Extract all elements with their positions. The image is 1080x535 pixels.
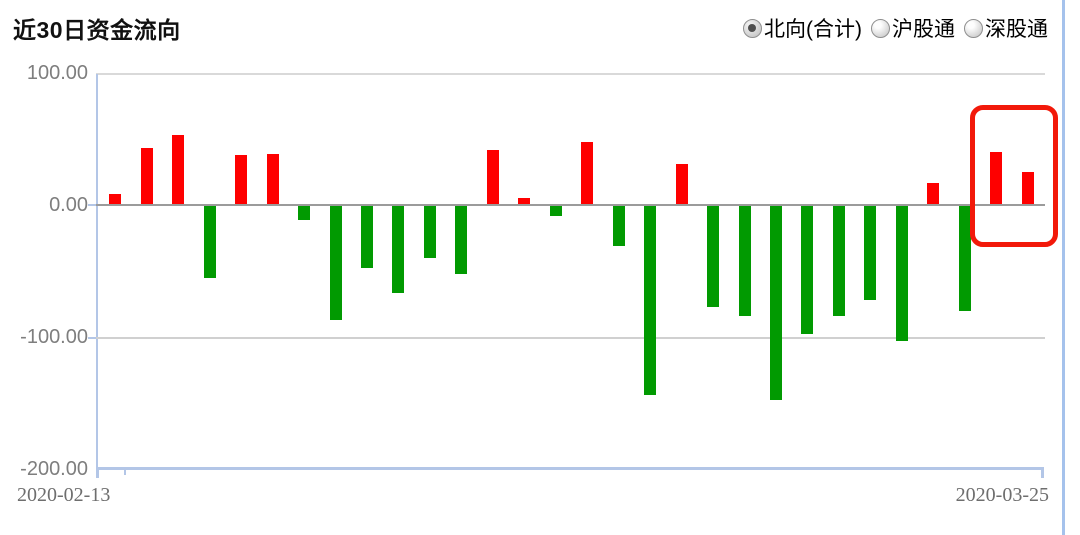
- y-axis-tick-label: -200.00: [20, 458, 88, 480]
- radio-unselected-icon: [871, 18, 890, 38]
- radio-shenzhen-connect[interactable]: 深股通: [964, 13, 1048, 43]
- radio-label: 沪股通: [892, 18, 955, 41]
- radio-unselected-icon: [964, 18, 983, 38]
- bar: [549, 205, 562, 216]
- radio-selected-icon: [743, 18, 762, 38]
- radio-northbound-total[interactable]: 北向(合计): [743, 13, 862, 43]
- panel-divider-line: [1062, 0, 1065, 535]
- bar: [581, 141, 594, 205]
- bar: [927, 182, 940, 205]
- bar: [675, 164, 688, 205]
- bar: [990, 152, 1003, 205]
- bar: [172, 135, 185, 205]
- bar: [518, 198, 531, 205]
- flow-source-radio-group: 北向(合计) 沪股通 深股通: [743, 13, 1048, 43]
- x-axis-tick: [124, 467, 126, 475]
- bar: [266, 153, 279, 205]
- bar: [140, 148, 153, 205]
- bar: [832, 205, 845, 316]
- recent-bars-highlight-box: [970, 105, 1058, 247]
- y-axis-line: [96, 74, 98, 478]
- bar: [455, 205, 468, 274]
- y-axis-tick-label: -100.00: [20, 326, 88, 348]
- radio-shanghai-connect[interactable]: 沪股通: [871, 13, 955, 43]
- bar: [864, 205, 877, 300]
- bar: [895, 205, 908, 341]
- bar: [360, 205, 373, 269]
- bar: [801, 205, 814, 335]
- bar: [769, 205, 782, 401]
- y-axis-tick: [88, 204, 96, 206]
- bar: [298, 205, 310, 220]
- x-axis-tick: [96, 467, 99, 478]
- bar: [958, 205, 971, 311]
- bar: [423, 205, 436, 258]
- bar: [109, 194, 122, 205]
- x-axis-tick: [1041, 467, 1044, 478]
- bar: [329, 205, 342, 320]
- y-axis-tick: [88, 337, 96, 339]
- x-axis-last-date: 2020-03-25: [955, 484, 1049, 506]
- y-axis-tick-label: 0.00: [49, 194, 88, 216]
- bar: [235, 154, 248, 205]
- zero-line: [96, 204, 1045, 206]
- x-axis-first-date: 2020-02-13: [17, 484, 111, 506]
- bar: [612, 205, 625, 246]
- radio-label: 深股通: [985, 18, 1048, 41]
- bar: [738, 205, 751, 316]
- gridline-minus-100: [96, 337, 1045, 339]
- bar: [707, 205, 719, 307]
- bar: [486, 149, 499, 205]
- gridline-100: [96, 73, 1045, 75]
- y-axis-tick-label: 100.00: [26, 62, 88, 84]
- bar: [644, 205, 657, 396]
- bar: [1021, 172, 1034, 205]
- radio-label: 北向(合计): [764, 18, 862, 41]
- chart-title: 近30日资金流向: [13, 17, 181, 43]
- bar: [203, 205, 216, 278]
- x-axis-line: [96, 467, 1043, 470]
- bar: [392, 205, 405, 294]
- plot-area: [88, 73, 1045, 478]
